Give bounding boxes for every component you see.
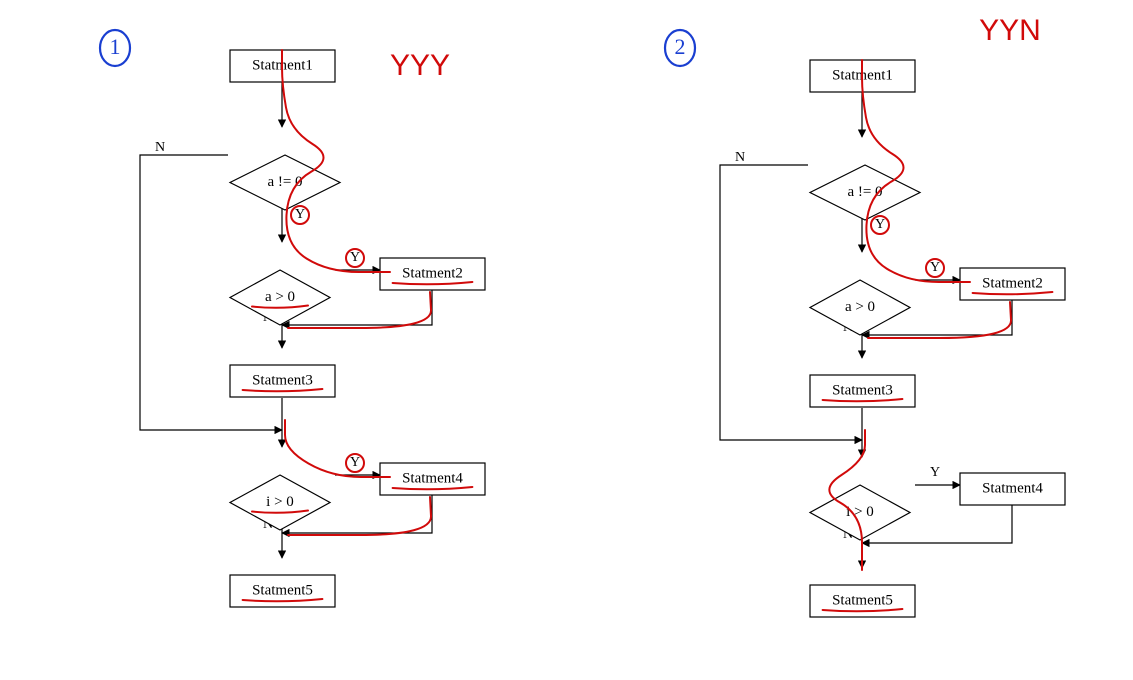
node-label-s4: Statment4 [982,480,1043,496]
edge-label: N [735,150,745,165]
edge-label: Y [350,455,360,470]
circled-number-text-2: 2 [675,34,686,59]
node-label-s3: Statment3 [252,372,313,388]
node-label-s3: Statment3 [832,382,893,398]
edge-label: Y [875,217,885,232]
node-label-s5: Statment5 [252,582,313,598]
circled-number-text-1: 1 [110,34,121,59]
node-label-d1: a != 0 [847,184,882,200]
edge-label: Y [930,465,940,480]
hand-label: YYN [979,14,1041,47]
node-label-d3: i > 0 [846,504,874,520]
edge-label: Y [930,260,940,275]
node-label-d3: i > 0 [266,494,294,510]
diagram-canvas: YYNNYNStatment1a != 0a > 0Statment2Statm… [0,0,1133,680]
node-label-s2: Statment2 [982,275,1043,291]
trace-path [285,420,390,477]
flowchart-right: YYNNYNStatment1a != 0a > 0Statment2Statm… [720,60,1065,617]
node-label-s2: Statment2 [402,265,463,281]
edge-label: N [155,140,165,155]
flowchart-svg: YYNNYNStatment1a != 0a > 0Statment2Statm… [0,0,1133,680]
flowchart-left: YYNNYNStatment1a != 0a > 0Statment2Statm… [140,50,485,607]
node-label-d1: a != 0 [267,174,302,190]
node-label-s5: Statment5 [832,592,893,608]
node-label-d2: a > 0 [845,299,875,315]
hand-label: YYY [390,49,450,82]
edge-label: Y [295,207,305,222]
node-label-s4: Statment4 [402,470,463,486]
node-label-d2: a > 0 [265,289,295,305]
edge-label: Y [350,250,360,265]
